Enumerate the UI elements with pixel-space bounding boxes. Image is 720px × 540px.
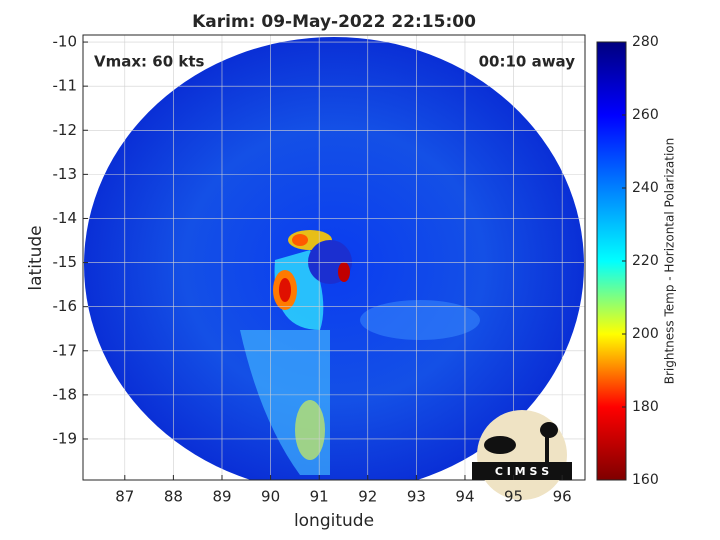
annotation: 00:10 away xyxy=(479,53,576,71)
y-tick-label: -11 xyxy=(53,77,78,95)
y-tick-label: -14 xyxy=(53,209,78,227)
x-tick-label: 96 xyxy=(553,488,572,506)
colorbar-tick-label: 200 xyxy=(632,326,659,342)
colorbar-label: Brightness Temp - Horizontal Polarizatio… xyxy=(663,138,677,385)
y-tick-label: -18 xyxy=(53,385,78,403)
x-tick-label: 91 xyxy=(310,488,329,506)
y-tick-label: -12 xyxy=(53,121,78,139)
colorbar-tick-label: 260 xyxy=(632,107,659,123)
colorbar-tick-label: 160 xyxy=(632,472,659,488)
y-tick-label: -10 xyxy=(53,33,78,51)
chart-title: Karim: 09-May-2022 22:15:00 xyxy=(192,12,476,32)
y-tick-label: -15 xyxy=(53,253,78,271)
grid xyxy=(83,35,585,480)
colorbar-tick-label: 240 xyxy=(632,180,659,196)
colorbar-tick-label: 220 xyxy=(632,253,659,269)
y-tick-label: -16 xyxy=(53,297,78,315)
colorbar-tick-label: 180 xyxy=(632,399,659,415)
x-axis-label: longitude xyxy=(294,511,374,531)
x-tick-label: 93 xyxy=(407,488,426,506)
x-tick-label: 90 xyxy=(261,488,280,506)
x-tick-label: 92 xyxy=(358,488,377,506)
x-tick-label: 88 xyxy=(164,488,183,506)
colorbar-tick-label: 280 xyxy=(632,34,659,50)
plot-frame xyxy=(82,34,586,481)
y-tick-label: -13 xyxy=(53,165,78,183)
logo: C I M S S xyxy=(472,410,572,500)
y-axis-label: latitude xyxy=(26,225,46,290)
x-tick-label: 89 xyxy=(212,488,231,506)
y-tick-label: -19 xyxy=(53,429,78,447)
y-tick-label: -17 xyxy=(53,341,78,359)
logo-text: C I M S S xyxy=(495,465,549,478)
x-tick-label: 87 xyxy=(115,488,134,506)
colorbar xyxy=(596,41,627,481)
x-tick-label: 95 xyxy=(504,488,523,506)
imagery xyxy=(84,37,584,480)
x-tick-label: 94 xyxy=(455,488,474,506)
annotation: Vmax: 60 kts xyxy=(94,53,204,71)
